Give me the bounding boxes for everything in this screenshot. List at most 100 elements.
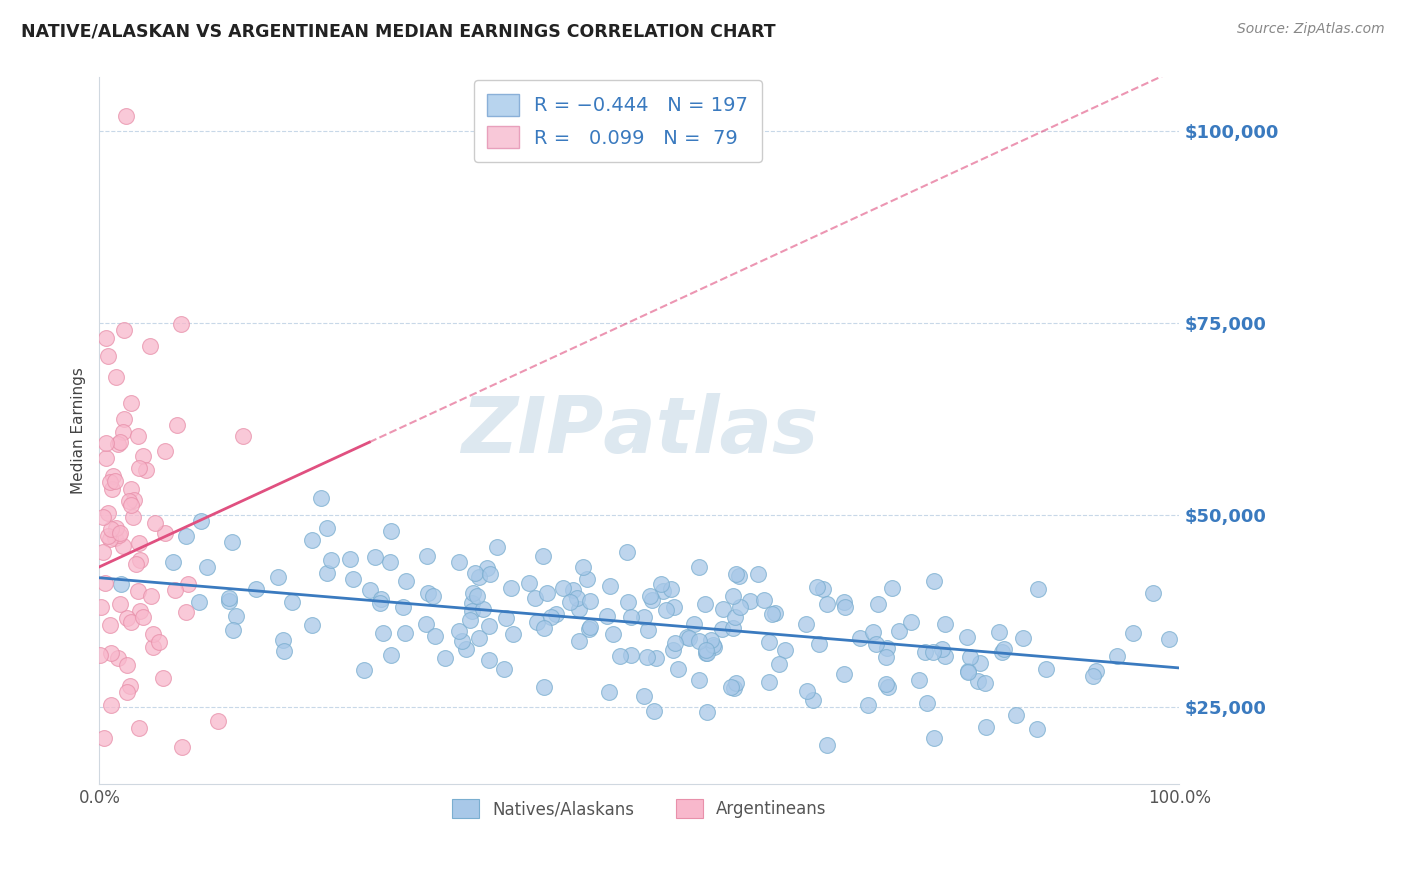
Point bbox=[96, 801, 118, 815]
Point bbox=[609, 648, 631, 663]
Point bbox=[120, 482, 142, 496]
Point bbox=[568, 602, 591, 616]
Point bbox=[1083, 668, 1105, 682]
Point bbox=[477, 561, 499, 575]
Point bbox=[395, 574, 418, 588]
Point bbox=[380, 648, 402, 662]
Point bbox=[761, 607, 783, 622]
Text: NATIVE/ALASKAN VS ARGENTINEAN MEDIAN EARNINGS CORRELATION CHART: NATIVE/ALASKAN VS ARGENTINEAN MEDIAN EAR… bbox=[21, 22, 776, 40]
Point bbox=[107, 437, 129, 451]
Point bbox=[974, 676, 997, 690]
Point bbox=[273, 644, 295, 658]
Point bbox=[128, 604, 150, 618]
Point bbox=[112, 412, 135, 426]
Point bbox=[922, 731, 945, 746]
Point bbox=[811, 582, 834, 596]
Point bbox=[115, 658, 138, 673]
Point bbox=[449, 555, 471, 569]
Point bbox=[876, 640, 898, 655]
Point bbox=[378, 555, 401, 569]
Point bbox=[578, 622, 600, 636]
Point bbox=[703, 640, 725, 654]
Point bbox=[1122, 625, 1144, 640]
Point bbox=[461, 596, 484, 610]
Point bbox=[620, 648, 643, 663]
Point bbox=[1004, 708, 1026, 723]
Point bbox=[392, 599, 415, 614]
Point bbox=[93, 731, 115, 745]
Point bbox=[599, 578, 621, 592]
Point bbox=[533, 621, 555, 635]
Point bbox=[723, 681, 745, 695]
Point bbox=[97, 506, 120, 520]
Point bbox=[465, 590, 488, 604]
Point bbox=[170, 317, 193, 331]
Point bbox=[100, 698, 122, 713]
Point bbox=[666, 662, 689, 676]
Legend: Natives/Alaskans, Argentineans: Natives/Alaskans, Argentineans bbox=[446, 792, 834, 825]
Point bbox=[132, 449, 155, 463]
Point bbox=[415, 617, 437, 632]
Point bbox=[875, 677, 897, 691]
Point bbox=[620, 610, 643, 624]
Point bbox=[889, 624, 911, 639]
Point bbox=[190, 514, 212, 528]
Point bbox=[645, 651, 668, 665]
Point bbox=[153, 525, 176, 540]
Point bbox=[575, 572, 598, 586]
Point bbox=[959, 650, 981, 665]
Point bbox=[990, 645, 1012, 659]
Point bbox=[98, 532, 121, 546]
Point bbox=[94, 451, 117, 466]
Point bbox=[416, 549, 439, 563]
Point bbox=[364, 550, 387, 565]
Point bbox=[617, 594, 640, 608]
Point bbox=[974, 720, 997, 734]
Point bbox=[433, 651, 456, 665]
Point bbox=[359, 582, 381, 597]
Point bbox=[422, 590, 444, 604]
Point bbox=[571, 560, 593, 574]
Point bbox=[558, 595, 581, 609]
Point bbox=[638, 589, 661, 603]
Point bbox=[728, 600, 751, 615]
Point bbox=[105, 521, 128, 535]
Point bbox=[969, 657, 991, 671]
Point bbox=[222, 624, 245, 638]
Point bbox=[725, 676, 748, 690]
Point bbox=[120, 498, 142, 512]
Point bbox=[700, 632, 723, 647]
Point bbox=[342, 572, 364, 586]
Point bbox=[865, 636, 887, 650]
Point bbox=[142, 627, 165, 641]
Point bbox=[177, 577, 200, 591]
Point bbox=[495, 611, 517, 625]
Point bbox=[702, 638, 724, 652]
Point bbox=[225, 609, 247, 624]
Point bbox=[934, 617, 956, 632]
Point bbox=[120, 615, 142, 630]
Point bbox=[90, 599, 112, 614]
Point bbox=[165, 582, 187, 597]
Point bbox=[148, 634, 170, 648]
Point bbox=[740, 594, 762, 608]
Point bbox=[267, 570, 290, 584]
Point bbox=[218, 591, 240, 605]
Point bbox=[696, 706, 718, 720]
Point bbox=[115, 611, 138, 625]
Point bbox=[339, 552, 361, 566]
Point bbox=[796, 683, 818, 698]
Point bbox=[956, 630, 979, 644]
Point bbox=[132, 610, 155, 624]
Point bbox=[458, 614, 481, 628]
Point bbox=[118, 494, 141, 508]
Point bbox=[315, 521, 337, 535]
Point bbox=[633, 689, 655, 703]
Point bbox=[450, 634, 472, 648]
Point bbox=[100, 522, 122, 536]
Point bbox=[139, 339, 162, 353]
Point bbox=[725, 567, 748, 582]
Point bbox=[111, 425, 134, 439]
Point bbox=[478, 619, 501, 633]
Point bbox=[664, 636, 686, 650]
